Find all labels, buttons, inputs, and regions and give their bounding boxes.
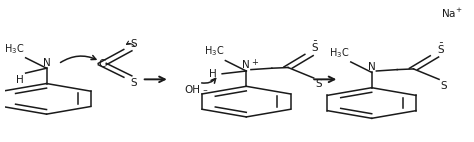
Text: $\bar{\rm S}$: $\bar{\rm S}$ [311,40,319,54]
Text: H$_3$C: H$_3$C [329,46,349,60]
Text: H$_3$C: H$_3$C [4,42,24,56]
Text: N: N [43,58,50,67]
Text: Na$^{+}$: Na$^{+}$ [441,7,462,20]
Text: N: N [368,62,375,72]
Text: $\bar{\rm S}$: $\bar{\rm S}$ [437,42,445,56]
Text: S: S [130,78,137,88]
Text: OH: OH [185,85,201,95]
Text: +: + [251,58,258,67]
Text: S: S [130,39,137,49]
Text: C: C [99,59,106,69]
Text: S: S [315,79,322,89]
Text: H$_3$C: H$_3$C [204,45,224,59]
Text: $^{-}$: $^{-}$ [202,87,209,96]
Text: S: S [440,81,447,91]
Text: H: H [209,69,217,79]
Text: H: H [16,75,24,85]
Text: N: N [242,60,250,70]
